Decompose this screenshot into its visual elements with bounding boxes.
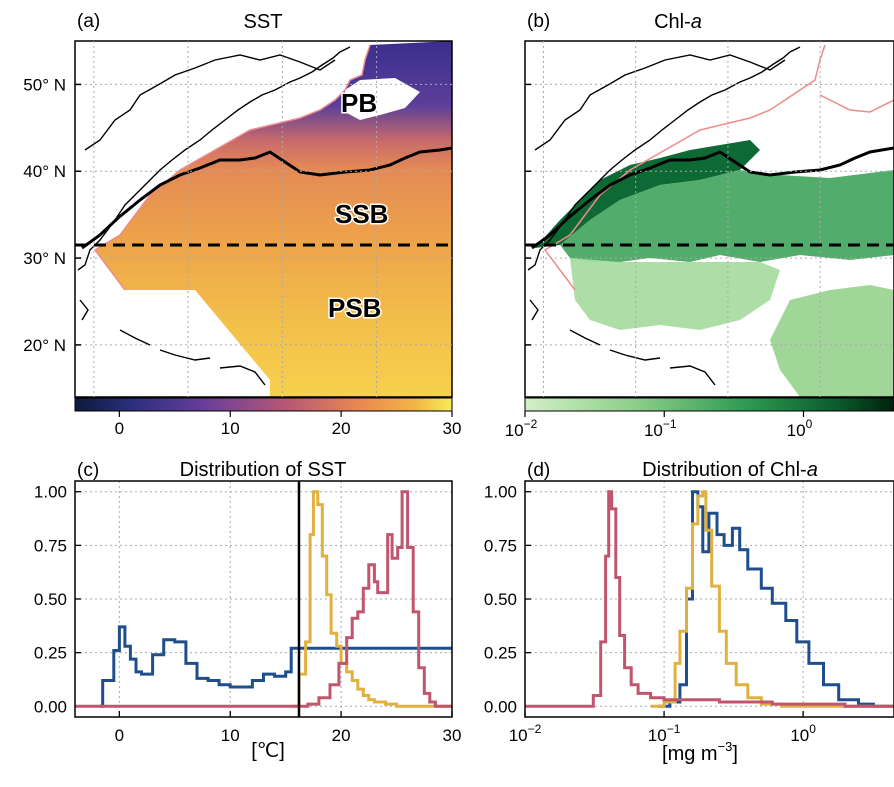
map-a-frame bbox=[74, 40, 453, 398]
sst-cbar-tick-label: 20 bbox=[332, 419, 351, 438]
x-tick-base: 10 bbox=[790, 726, 809, 745]
latitude-ticks: 50° N 40° N 30° N 20° N bbox=[23, 75, 66, 354]
sst-colorbar bbox=[74, 397, 453, 412]
panel-d-chart: (d) Distribution of Chl-a 0.00 0.25 0.50 0.… bbox=[484, 459, 894, 765]
plot-frame bbox=[524, 480, 894, 718]
chl-low-se bbox=[770, 285, 894, 397]
y-tick-label: 1.00 bbox=[484, 483, 517, 502]
x-tick-base: 10 bbox=[648, 726, 667, 745]
panel-c-xlabel: [℃] bbox=[251, 740, 285, 762]
chl-colorbar bbox=[524, 397, 894, 412]
series-line bbox=[75, 490, 452, 708]
y-tick-label: 1.00 bbox=[34, 483, 67, 502]
map-b-frame bbox=[524, 40, 894, 398]
plot-frame bbox=[74, 480, 453, 718]
panel-b-title: Chl-a bbox=[654, 11, 702, 33]
chl-cbar-tick-exponent: 0 bbox=[806, 417, 813, 431]
panel-b-map: (b) Chl-a 10−2 10−1 100 bbox=[505, 11, 894, 440]
y-tick-label: 0.75 bbox=[34, 536, 67, 555]
x-tick-label: 20 bbox=[332, 726, 351, 745]
region-label-ssb: SSB bbox=[335, 199, 388, 229]
x-tick-label: 30 bbox=[443, 726, 462, 745]
chl-cbar-tick-exponent: −2 bbox=[524, 417, 538, 431]
panel-d-xlabel: [mg m−3] bbox=[662, 739, 738, 765]
series-line bbox=[291, 490, 452, 708]
chl-cbar-tick-label: 10−2 bbox=[505, 417, 538, 440]
series-group bbox=[525, 490, 894, 708]
y-tick-label: 0.00 bbox=[34, 697, 67, 716]
y-tick-label: 0.00 bbox=[484, 697, 517, 716]
sst-distribution-plot: 0.00 0.25 0.50 0.75 1.00 0 10 20 30 bbox=[34, 480, 462, 745]
x-tick-label: 10 bbox=[221, 726, 240, 745]
chl-cbar-tick-label: 100 bbox=[787, 417, 813, 440]
lat-tick-label: 30° N bbox=[23, 249, 66, 268]
chl-cbar-tick-exponent: −1 bbox=[663, 417, 677, 431]
panel-d-xlabel-main: [mg m bbox=[662, 743, 718, 765]
x-tick-label: 100 bbox=[790, 722, 816, 745]
panel-b-letter: (b) bbox=[527, 11, 550, 32]
chl-colorbar-ticks: 10−2 10−1 100 bbox=[505, 411, 813, 440]
map-b-gridlines bbox=[525, 41, 894, 397]
sst-colorbar-ticks: 0 10 20 30 bbox=[115, 411, 462, 438]
lat-tick-label: 20° N bbox=[23, 336, 66, 355]
lat-tick-label: 40° N bbox=[23, 162, 66, 181]
series-group bbox=[75, 490, 452, 708]
y-tick-label: 0.50 bbox=[34, 590, 67, 609]
sst-cbar-tick-label: 10 bbox=[221, 419, 240, 438]
panel-c-title: Distribution of SST bbox=[180, 459, 347, 481]
pb-bay-white bbox=[345, 78, 420, 120]
chl-boundary-line bbox=[543, 44, 894, 291]
panel-b-title-italic: a bbox=[691, 11, 702, 33]
gulf-stream-front-a bbox=[81, 146, 452, 250]
chl-cbar-tick-label: 10−1 bbox=[644, 417, 677, 440]
panel-a-letter: (a) bbox=[77, 11, 100, 32]
panel-c-chart: (c) Distribution of SST 0.00 0.25 0.50 0.75… bbox=[34, 459, 462, 762]
panel-d-title: Distribution of Chl-a bbox=[642, 459, 818, 481]
panel-b-title-main: Chl- bbox=[654, 11, 691, 33]
chl-mid-band bbox=[560, 170, 894, 262]
x-tick-exponent: −1 bbox=[667, 722, 681, 736]
x-tick-label: 10−2 bbox=[509, 722, 542, 745]
panel-d-title-italic: a bbox=[807, 459, 818, 481]
chl-cbar-tick-base: 10 bbox=[505, 421, 524, 440]
lat-tick-label: 50° N bbox=[23, 75, 66, 94]
y-tick-label: 0.25 bbox=[484, 644, 517, 663]
region-label-psb: PSB bbox=[328, 293, 381, 323]
panel-a-title: SST bbox=[244, 11, 283, 33]
sst-cbar-tick-label: 30 bbox=[443, 419, 462, 438]
series-line bbox=[650, 490, 894, 708]
chl-high-band bbox=[535, 140, 760, 248]
panel-d-xlabel-end: ] bbox=[732, 743, 738, 765]
sst-sea-field bbox=[75, 41, 452, 397]
x-tick-label: 10−1 bbox=[648, 722, 681, 745]
y-tick-label: 0.25 bbox=[34, 644, 67, 663]
chl-cbar-tick-base: 10 bbox=[644, 421, 663, 440]
chl-cbar-tick-base: 10 bbox=[787, 421, 806, 440]
x-tick-base: 10 bbox=[509, 726, 528, 745]
coastline-b bbox=[527, 46, 801, 386]
panel-d-letter: (d) bbox=[527, 460, 550, 481]
x-tick-exponent: 0 bbox=[809, 722, 816, 736]
y-tick-label: 0.75 bbox=[484, 536, 517, 555]
panel-c-letter: (c) bbox=[77, 460, 99, 481]
sst-cbar-tick-label: 0 bbox=[115, 419, 124, 438]
coastline-a bbox=[77, 46, 351, 386]
sst-boundary-line bbox=[93, 44, 371, 291]
gulf-stream-front-b bbox=[531, 146, 894, 250]
map-a-gridlines bbox=[75, 41, 452, 397]
x-tick-label: 0 bbox=[115, 726, 124, 745]
panel-d-xlabel-sup: −3 bbox=[718, 739, 733, 754]
panel-a-map: PB SSB PSB 50° N40° N30° N20° N (a) SST … bbox=[23, 11, 461, 438]
x-tick-exponent: −2 bbox=[528, 722, 542, 736]
panel-d-title-main: Distribution of Chl- bbox=[642, 459, 807, 481]
region-label-pb: PB bbox=[341, 88, 377, 118]
series-line bbox=[525, 490, 894, 708]
y-tick-label: 0.50 bbox=[484, 590, 517, 609]
series-line bbox=[99, 625, 452, 708]
